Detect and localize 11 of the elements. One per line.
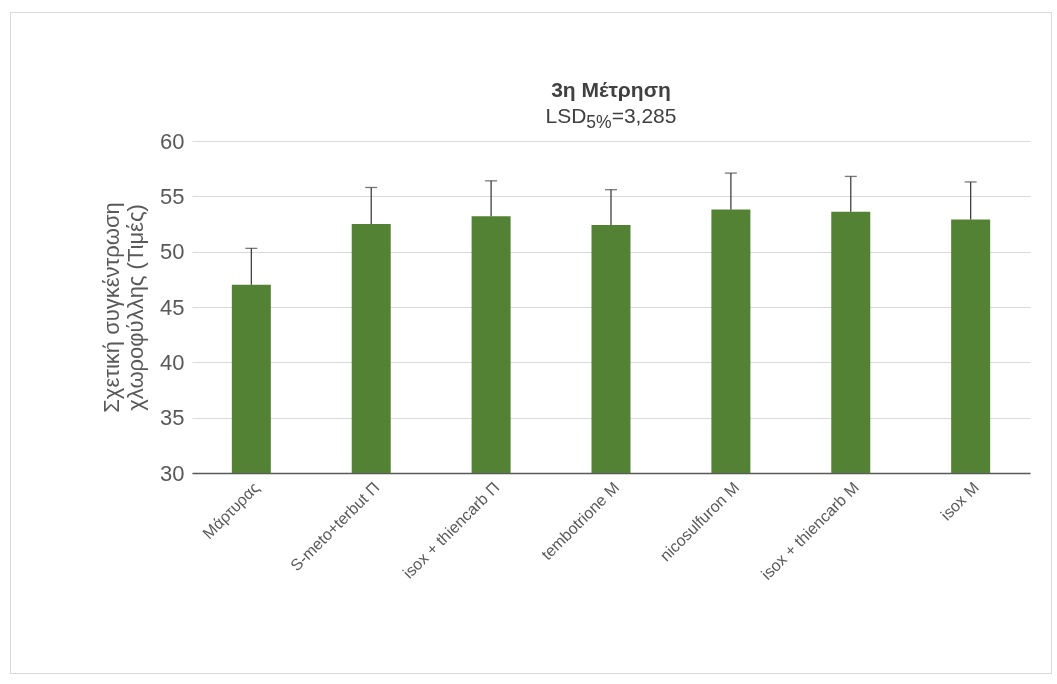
chart-title: 3η Μέτρηση xyxy=(550,78,672,102)
y-axis-title: Σχετική συγκέντρωση χλωροφύλλης (Τιμές) xyxy=(99,202,149,413)
y-tick-label: 60 xyxy=(160,128,185,154)
y-tick-label: 30 xyxy=(160,460,185,486)
y-tick-label: 40 xyxy=(160,349,185,375)
y-tick-label: 45 xyxy=(160,294,185,320)
y-tick-label: 35 xyxy=(160,405,185,431)
x-tick-label: isox M xyxy=(937,478,982,524)
y-tick-label: 50 xyxy=(160,239,185,265)
chart-subtitle: LSD$_{5%}$=3,285 xyxy=(544,104,678,134)
y-tick-label: 55 xyxy=(160,183,185,209)
